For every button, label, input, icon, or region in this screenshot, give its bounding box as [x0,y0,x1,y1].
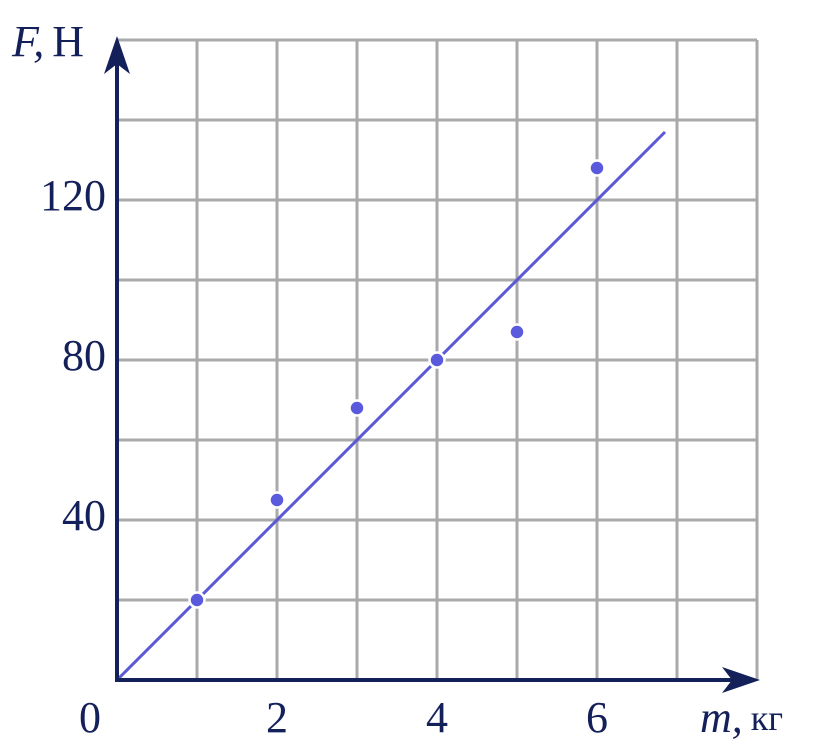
x-label-unit: кг [751,698,783,738]
y-axis-label: F, Н [11,17,84,66]
data-point [508,323,526,341]
x-arrow [722,667,760,693]
x-tick-label: 0 [79,693,101,742]
data-point [268,491,286,509]
y-arrow [104,36,130,74]
x-tick-label: 4 [426,693,448,742]
data-point [428,351,446,369]
fit-line [115,130,667,682]
y-tick-label: 120 [40,171,106,220]
marks [115,130,667,682]
tick-labels: 0 2 4 6 40 80 120 [40,171,608,742]
x-tick-label: 6 [586,693,608,742]
data-point [188,591,206,609]
x-tick-label: 2 [266,693,288,742]
x-axis-label: m, кг [700,693,783,742]
x-label-symbol: m, [700,693,743,742]
grid [117,38,759,680]
y-label-symbol: F, [11,17,44,66]
y-label-unit: Н [52,17,84,66]
y-tick-label: 40 [62,491,106,540]
data-point [348,399,366,417]
y-tick-label: 80 [62,331,106,380]
data-point [588,159,606,177]
